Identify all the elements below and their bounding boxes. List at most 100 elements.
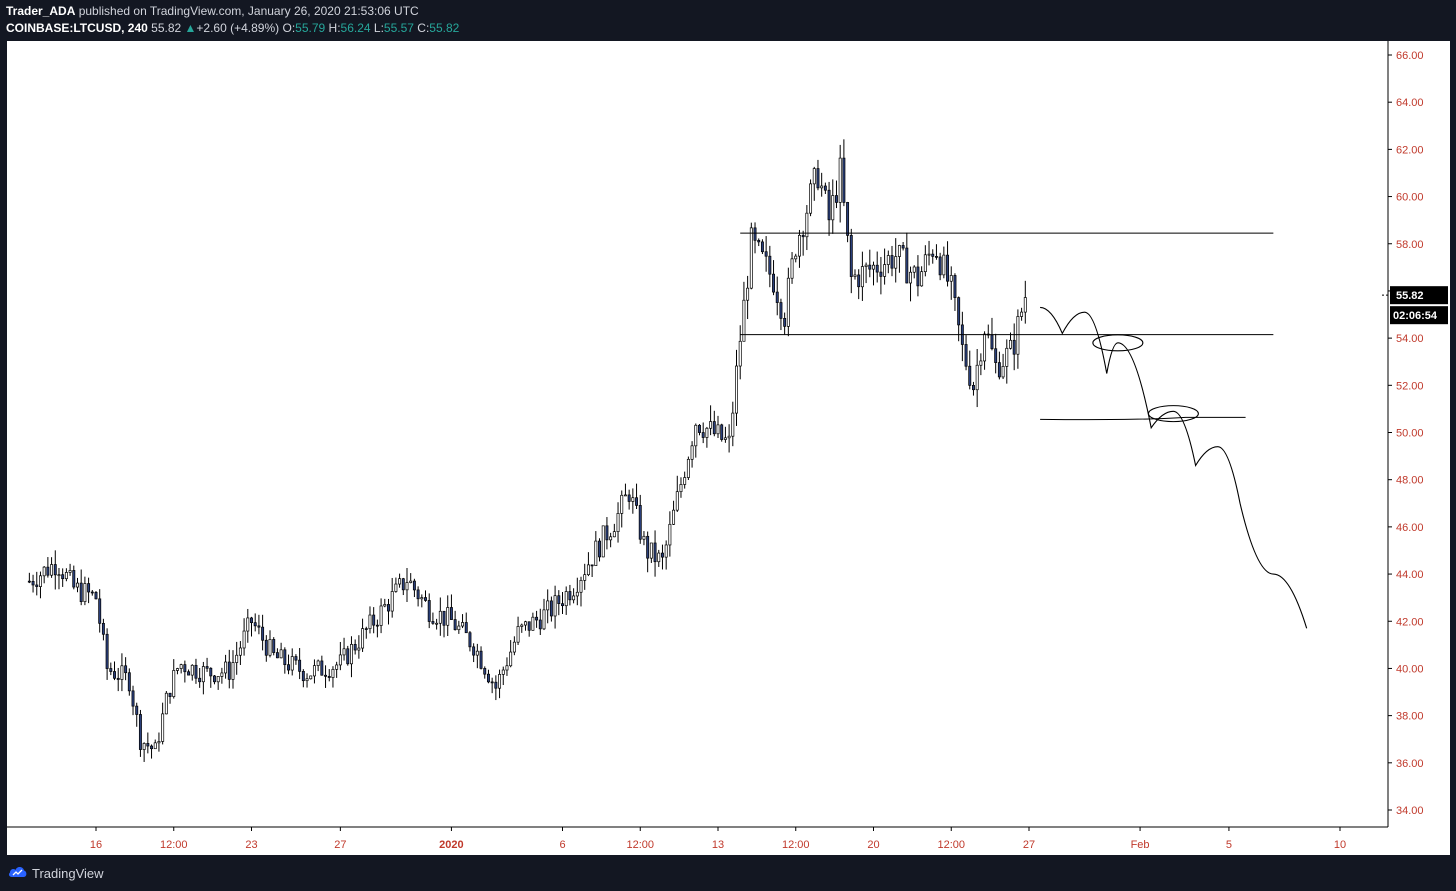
candle-body: [135, 705, 139, 715]
candle-body: [772, 273, 775, 293]
price-chart[interactable]: 66.0064.0062.0060.0058.0056.0054.0052.00…: [7, 41, 1450, 855]
candle-body: [553, 595, 557, 617]
candle-body: [138, 714, 142, 750]
close-value: 55.82: [429, 21, 460, 35]
candle-body: [109, 668, 113, 672]
candle-body: [472, 646, 476, 656]
y-tick-label: 40.00: [1396, 663, 1424, 675]
candle-body: [716, 424, 720, 435]
x-tick-label: 6: [559, 839, 565, 851]
candle-body: [146, 743, 150, 747]
candle-body: [698, 424, 701, 433]
candle-body: [827, 189, 831, 221]
y-tick-label: 64.00: [1396, 97, 1424, 109]
candle-body: [579, 579, 583, 593]
candle-body: [742, 299, 746, 342]
tradingview-cloud-icon[interactable]: [8, 865, 28, 879]
candle-body: [505, 665, 509, 671]
countdown-tag-label: 02:06:54: [1393, 310, 1438, 322]
x-tick-label: 27: [1023, 839, 1035, 851]
candle-body: [435, 622, 439, 625]
candle-body: [401, 578, 405, 591]
candle-body: [424, 597, 427, 601]
candle-body: [612, 531, 616, 538]
candle-body: [809, 183, 813, 214]
candle-body: [64, 572, 68, 580]
candle-body: [1023, 297, 1027, 313]
candle-body: [797, 234, 801, 257]
candle-body: [509, 651, 513, 667]
candle-body: [527, 621, 531, 631]
candle-body: [183, 664, 187, 673]
candle-body: [857, 274, 861, 288]
candle-body: [201, 666, 205, 683]
candle-body: [646, 535, 650, 559]
candle-body: [975, 364, 979, 391]
brand-name[interactable]: TradingView: [32, 866, 104, 881]
candle-body: [131, 690, 135, 707]
candle-body: [194, 664, 198, 679]
candle-body: [57, 574, 61, 577]
candle-body: [120, 665, 124, 680]
candle-body: [635, 497, 639, 506]
y-tick-label: 42.00: [1396, 616, 1424, 628]
candle-body: [227, 661, 231, 680]
candle-body: [127, 672, 131, 692]
candle-body: [701, 432, 705, 438]
candle-body: [616, 513, 620, 532]
candle-body: [79, 582, 83, 603]
candle-body: [312, 665, 316, 677]
candle-body: [790, 258, 794, 279]
candle-body: [412, 580, 416, 591]
candle-body: [464, 622, 468, 634]
candle-body: [368, 614, 372, 630]
candle-body: [390, 591, 394, 612]
publish-text: published on TradingView.com, January 26…: [75, 4, 419, 18]
candle-body: [746, 287, 750, 301]
y-tick-label: 48.00: [1396, 475, 1424, 487]
candle-body: [335, 664, 339, 670]
candle-body: [605, 525, 609, 541]
candle-body: [290, 656, 294, 671]
candle-body: [672, 509, 676, 525]
candle-body: [320, 660, 324, 676]
x-tick-label: 2020: [439, 839, 463, 851]
y-tick-label: 34.00: [1396, 805, 1424, 817]
candle-body: [564, 591, 568, 607]
candle-body: [546, 600, 550, 611]
candle-body: [179, 664, 183, 669]
candle-body: [512, 641, 516, 653]
candle-body: [157, 741, 161, 744]
y-tick-label: 36.00: [1396, 758, 1424, 770]
candle-body: [453, 619, 457, 631]
candle-body: [816, 168, 820, 189]
candle-body: [87, 583, 91, 593]
chart-header: Trader_ADA published on TradingView.com,…: [0, 0, 1456, 40]
candle-body: [253, 622, 257, 627]
x-tick-label: 12:00: [937, 839, 965, 851]
candle-body: [279, 649, 283, 659]
candle-body: [1016, 316, 1020, 355]
candle-body: [631, 497, 635, 502]
candle-body: [446, 607, 450, 626]
x-tick-label: 13: [712, 839, 724, 851]
candle-body: [94, 592, 98, 600]
candle-body: [31, 581, 35, 586]
symbol-label[interactable]: COINBASE:LTCUSD, 240: [6, 21, 148, 35]
candle-body: [727, 435, 731, 439]
chart-area[interactable]: 66.0064.0062.0060.0058.0056.0054.0052.00…: [7, 41, 1450, 855]
high-label: H:: [328, 21, 341, 35]
y-tick-label: 60.00: [1396, 192, 1424, 204]
author-name[interactable]: Trader_ADA: [6, 4, 76, 18]
candle-body: [835, 195, 838, 203]
x-tick-label: 5: [1226, 839, 1232, 851]
candle-body: [516, 626, 520, 643]
candle-body: [398, 578, 402, 585]
candle-body: [872, 264, 875, 270]
footer-bar: TradingView: [0, 856, 1456, 891]
candle-body: [849, 235, 853, 277]
candle-body: [175, 668, 179, 671]
candle-body: [409, 580, 413, 583]
candle-body: [498, 674, 502, 689]
candle-body: [1009, 339, 1012, 349]
